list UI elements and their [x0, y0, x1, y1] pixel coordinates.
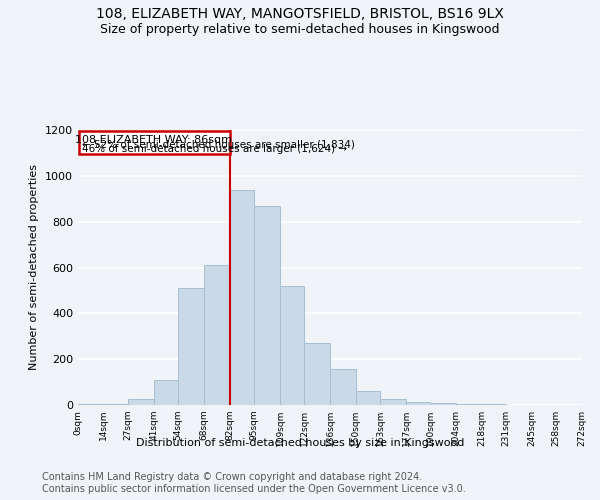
- Y-axis label: Number of semi-detached properties: Number of semi-detached properties: [29, 164, 40, 370]
- Bar: [154, 380, 178, 405]
- Bar: [430, 402, 456, 405]
- Bar: [380, 400, 406, 405]
- Text: Size of property relative to semi-detached houses in Kingswood: Size of property relative to semi-detach…: [100, 22, 500, 36]
- Text: 46% of semi-detached houses are larger (1,624) →: 46% of semi-detached houses are larger (…: [82, 144, 347, 154]
- Text: Contains HM Land Registry data © Crown copyright and database right 2024.: Contains HM Land Registry data © Crown c…: [42, 472, 422, 482]
- Bar: [79, 131, 230, 154]
- Text: Distribution of semi-detached houses by size in Kingswood: Distribution of semi-detached houses by …: [136, 438, 464, 448]
- Bar: [280, 286, 304, 405]
- Bar: [304, 343, 330, 405]
- Bar: [128, 400, 154, 405]
- Text: 108, ELIZABETH WAY, MANGOTSFIELD, BRISTOL, BS16 9LX: 108, ELIZABETH WAY, MANGOTSFIELD, BRISTO…: [96, 8, 504, 22]
- Bar: [104, 404, 128, 405]
- Text: ← 52% of semi-detached houses are smaller (1,834): ← 52% of semi-detached houses are smalle…: [82, 140, 355, 150]
- Bar: [178, 288, 204, 405]
- Text: 108 ELIZABETH WAY: 86sqm: 108 ELIZABETH WAY: 86sqm: [76, 136, 232, 145]
- Text: Contains public sector information licensed under the Open Government Licence v3: Contains public sector information licen…: [42, 484, 466, 494]
- Bar: [406, 402, 430, 405]
- Bar: [330, 370, 356, 405]
- Bar: [230, 190, 254, 405]
- Bar: [456, 404, 482, 405]
- Bar: [356, 391, 380, 405]
- Bar: [204, 265, 230, 405]
- Bar: [254, 206, 280, 405]
- Bar: [78, 404, 104, 405]
- Bar: [482, 404, 506, 405]
